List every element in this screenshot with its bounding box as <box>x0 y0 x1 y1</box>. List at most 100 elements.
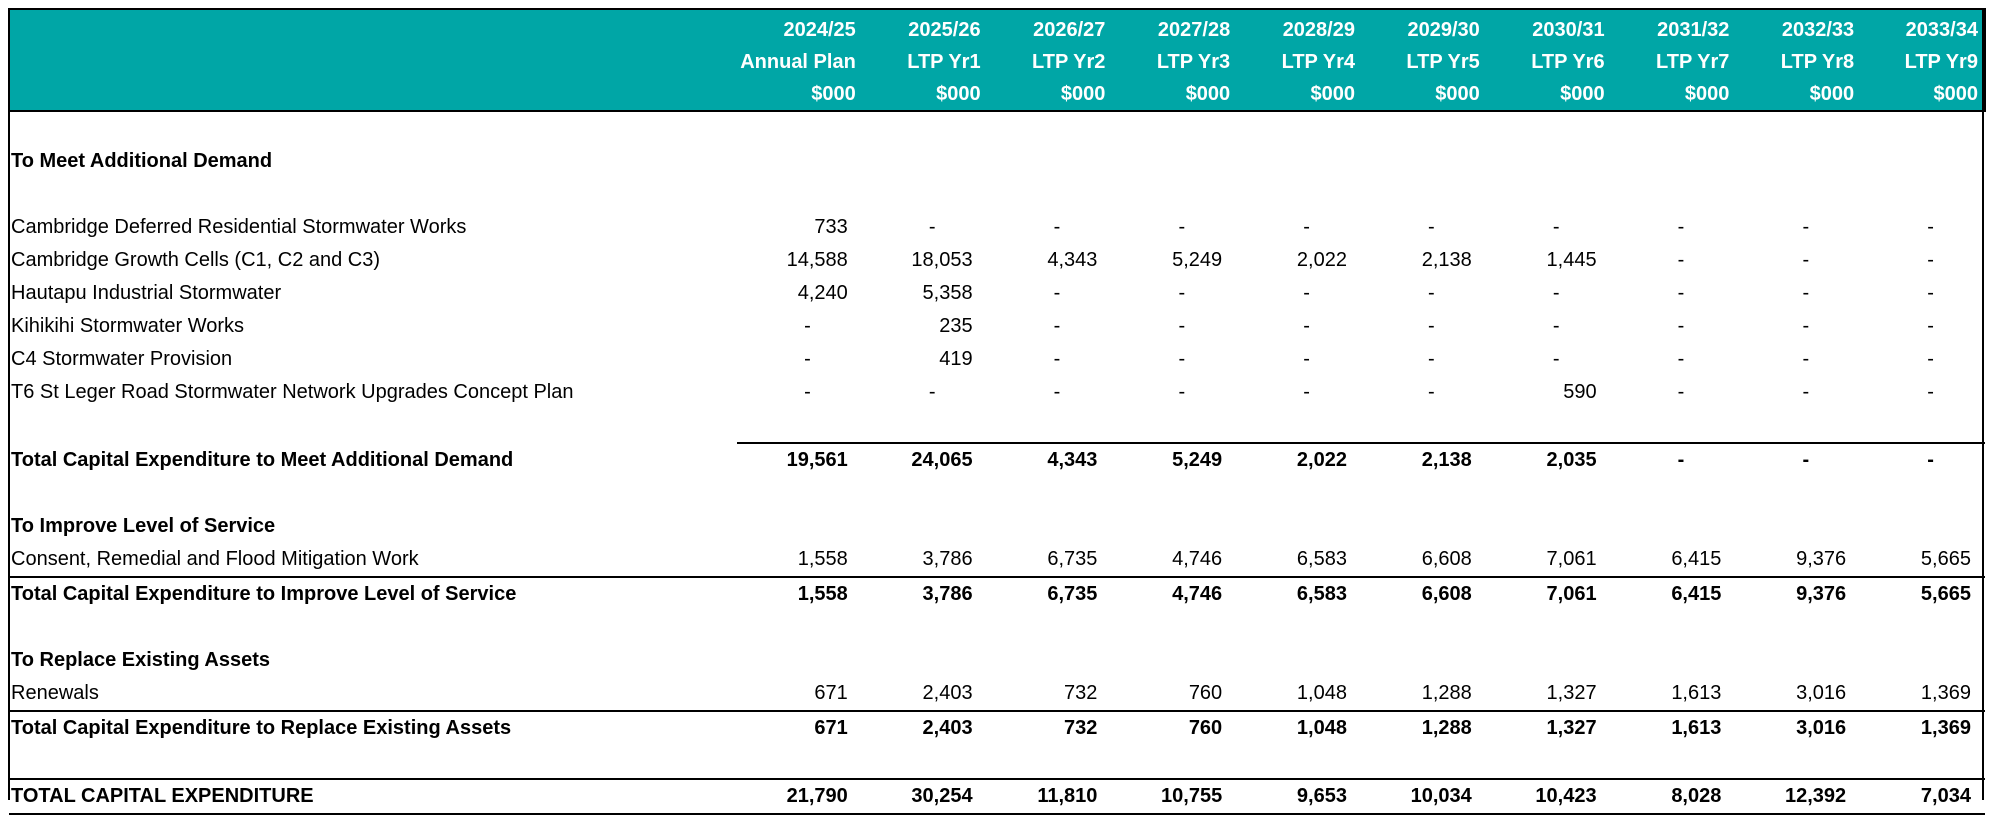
header-year: 2033/34 <box>1905 19 1978 41</box>
value-cell: - <box>1802 315 1810 337</box>
value-cell: - <box>1428 315 1435 337</box>
value-cell: 6,735 <box>1047 548 1098 570</box>
row-label: Total Capital Expenditure to Meet Additi… <box>11 448 514 471</box>
value-cell: - <box>1178 216 1186 238</box>
value-cell: - <box>1552 282 1560 304</box>
value-cell: 10,755 <box>1111 778 1237 815</box>
table-row: Hautapu Industrial Stormwater 4,240 5,358 -… <box>9 277 1985 310</box>
header-row-plan: Annual Plan LTP Yr1 LTP Yr2 LTP Yr3 LTP … <box>9 46 1985 78</box>
capex-table-sheet: 2024/25 2025/26 2026/27 2027/28 2028/29 … <box>8 8 1985 815</box>
spacer-cell <box>9 409 1985 443</box>
header-plan: LTP Yr1 <box>907 51 981 73</box>
total-row-demand: Total Capital Expenditure to Meet Additi… <box>9 442 1985 477</box>
value-cell: 590 <box>1563 381 1597 403</box>
value-cell: 4,746 <box>1111 576 1237 611</box>
header-unit: $000 <box>1560 83 1605 105</box>
value-cell: 11,810 <box>986 778 1112 815</box>
value-cell: 5,249 <box>1111 442 1237 477</box>
value-cell: 733 <box>814 216 848 238</box>
table-row: Consent, Remedial and Flood Mitigation W… <box>9 543 1985 577</box>
spacer-row <box>9 178 1985 211</box>
value-cell: - <box>928 216 936 238</box>
value-cell: - <box>1610 442 1736 477</box>
value-cell: 1,558 <box>797 548 848 570</box>
spacer-row <box>9 745 1985 779</box>
table-row: C4 Stormwater Provision - 419 - - - - - - - - <box>9 343 1985 376</box>
value-cell: 1,327 <box>1485 710 1611 745</box>
value-cell: 2,403 <box>922 682 973 704</box>
value-cell: - <box>1677 381 1685 403</box>
value-cell: 21,790 <box>737 778 862 815</box>
value-cell: - <box>1053 315 1061 337</box>
value-cell: 6,735 <box>986 576 1112 611</box>
value-cell: 10,034 <box>1360 778 1486 815</box>
value-cell: 6,415 <box>1610 576 1736 611</box>
row-label: Cambridge Growth Cells (C1, C2 and C3) <box>11 249 381 271</box>
header-year: 2026/27 <box>1033 19 1106 41</box>
header-plan: LTP Yr2 <box>1032 51 1106 73</box>
value-cell: 1,613 <box>1671 682 1722 704</box>
spacer-cell <box>9 111 1985 145</box>
value-cell: 12,392 <box>1735 778 1861 815</box>
value-cell: - <box>1802 249 1810 271</box>
table-row: Cambridge Growth Cells (C1, C2 and C3) 14… <box>9 244 1985 277</box>
section-service: To Improve Level of Service <box>9 510 1985 543</box>
value-cell: 10,423 <box>1485 778 1611 815</box>
value-cell: - <box>1927 216 1934 238</box>
table-header: 2024/25 2025/26 2026/27 2027/28 2028/29 … <box>9 9 1985 111</box>
value-cell: 5,358 <box>922 282 973 304</box>
value-cell: 30,254 <box>861 778 987 815</box>
header-blank <box>9 9 737 46</box>
section-replace: To Replace Existing Assets <box>9 644 1985 677</box>
value-cell: 4,240 <box>797 282 848 304</box>
row-label: Renewals <box>11 682 99 704</box>
value-cell: 1,327 <box>1546 682 1597 704</box>
value-cell: - <box>1178 381 1186 403</box>
value-cell: 19,561 <box>737 442 862 477</box>
section-title: To Meet Additional Demand <box>11 150 273 172</box>
value-cell: - <box>1303 348 1310 370</box>
value-cell: 671 <box>814 682 848 704</box>
value-cell: - <box>1053 381 1061 403</box>
value-cell: 1,288 <box>1421 682 1472 704</box>
value-cell: - <box>1178 315 1186 337</box>
value-cell: - <box>1927 348 1934 370</box>
header-unit: $000 <box>1933 83 1978 105</box>
table-body: To Meet Additional Demand Cambridge Defer… <box>9 111 1985 815</box>
row-label: Total Capital Expenditure to Improve Lev… <box>9 576 737 611</box>
total-row-service: Total Capital Expenditure to Improve Lev… <box>9 576 1985 611</box>
header-plan: LTP Yr8 <box>1780 51 1855 73</box>
header-year: 2029/30 <box>1407 19 1480 41</box>
value-cell: - <box>1178 348 1186 370</box>
value-cell: - <box>1428 348 1435 370</box>
value-cell: - <box>1303 282 1310 304</box>
total-row-replace: Total Capital Expenditure to Replace Exi… <box>9 710 1985 745</box>
value-cell: 1,369 <box>1860 710 1985 745</box>
header-plan: LTP Yr4 <box>1281 51 1355 73</box>
value-cell: - <box>1428 216 1435 238</box>
value-cell: 4,343 <box>1047 249 1098 271</box>
value-cell: - <box>1802 348 1810 370</box>
row-label: Total Capital Expenditure to Replace Exi… <box>9 710 737 745</box>
row-label: C4 Stormwater Provision <box>11 348 233 370</box>
header-blank <box>9 78 737 111</box>
value-cell: 18,053 <box>911 249 973 271</box>
value-cell: 1,613 <box>1610 710 1736 745</box>
value-cell: 1,048 <box>1296 682 1347 704</box>
header-year: 2032/33 <box>1781 19 1855 41</box>
value-cell: 5,665 <box>1860 576 1985 611</box>
value-cell: - <box>1677 249 1685 271</box>
value-cell: 5,249 <box>1172 249 1223 271</box>
value-cell: - <box>1860 442 1985 477</box>
section-title: To Replace Existing Assets <box>11 649 270 671</box>
table-row: Kihikihi Stormwater Works - 235 - - - - - - - - <box>9 310 1985 343</box>
value-cell: 9,376 <box>1735 576 1861 611</box>
value-cell: 760 <box>1111 710 1237 745</box>
value-cell: - <box>1802 381 1810 403</box>
value-cell: - <box>1552 315 1560 337</box>
header-plan: LTP Yr9 <box>1904 51 1978 73</box>
spacer-row <box>9 409 1985 443</box>
value-cell: 6,608 <box>1421 548 1472 570</box>
value-cell: - <box>1927 249 1934 271</box>
header-year: 2025/26 <box>908 19 981 41</box>
